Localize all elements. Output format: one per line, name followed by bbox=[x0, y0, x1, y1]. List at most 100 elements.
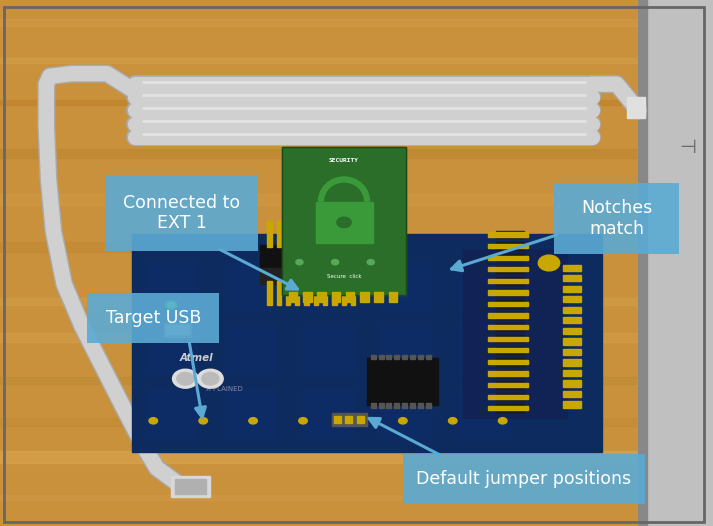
Bar bbox=[0, 241, 713, 252]
Bar bbox=[563, 265, 581, 271]
Bar bbox=[488, 290, 528, 295]
Bar bbox=[351, 281, 355, 305]
Bar bbox=[0, 377, 713, 384]
Bar bbox=[351, 221, 355, 247]
Bar bbox=[563, 401, 581, 408]
Bar bbox=[379, 355, 384, 359]
Bar bbox=[166, 325, 189, 334]
Circle shape bbox=[173, 369, 198, 388]
Circle shape bbox=[198, 369, 223, 388]
Bar bbox=[496, 323, 524, 331]
Bar bbox=[371, 403, 376, 408]
Bar bbox=[496, 242, 524, 250]
Text: Secure  click: Secure click bbox=[327, 275, 361, 279]
Bar bbox=[342, 221, 346, 247]
Bar bbox=[282, 147, 406, 295]
Bar bbox=[0, 19, 713, 26]
Bar bbox=[303, 292, 312, 302]
Circle shape bbox=[202, 372, 219, 385]
Text: Target USB: Target USB bbox=[106, 309, 201, 327]
Bar bbox=[367, 358, 438, 405]
Bar bbox=[175, 479, 206, 494]
Bar bbox=[381, 389, 431, 437]
Bar bbox=[488, 279, 528, 283]
Bar bbox=[463, 250, 567, 418]
Bar bbox=[0, 451, 713, 463]
Text: Atmel: Atmel bbox=[179, 352, 213, 363]
Bar bbox=[496, 266, 524, 273]
Bar bbox=[332, 221, 337, 247]
Bar bbox=[225, 326, 275, 373]
Bar bbox=[314, 221, 318, 247]
Bar bbox=[0, 100, 713, 105]
Bar bbox=[225, 389, 275, 437]
Bar bbox=[638, 0, 647, 526]
Bar bbox=[332, 413, 367, 426]
Bar bbox=[410, 403, 415, 408]
Bar bbox=[0, 495, 713, 500]
Bar bbox=[496, 370, 524, 377]
Bar bbox=[356, 416, 364, 423]
Bar bbox=[496, 231, 524, 238]
Bar bbox=[563, 370, 581, 376]
FancyBboxPatch shape bbox=[403, 453, 645, 504]
Bar bbox=[389, 292, 397, 302]
Bar bbox=[488, 406, 528, 410]
Bar bbox=[267, 281, 272, 305]
Bar bbox=[260, 245, 364, 268]
Bar bbox=[418, 403, 423, 408]
Bar bbox=[460, 263, 510, 310]
Bar bbox=[304, 221, 309, 247]
Bar bbox=[488, 325, 528, 329]
Bar bbox=[488, 244, 528, 248]
Circle shape bbox=[199, 418, 207, 424]
Bar bbox=[146, 263, 196, 310]
Bar bbox=[164, 323, 191, 337]
Bar bbox=[496, 289, 524, 296]
Circle shape bbox=[177, 372, 194, 385]
Bar bbox=[304, 281, 309, 305]
Circle shape bbox=[149, 418, 158, 424]
FancyBboxPatch shape bbox=[106, 175, 259, 251]
Bar bbox=[496, 393, 524, 400]
Bar bbox=[277, 221, 281, 247]
Bar bbox=[488, 383, 528, 387]
Bar bbox=[402, 403, 407, 408]
Bar bbox=[488, 348, 528, 352]
Bar bbox=[488, 302, 528, 306]
Text: X PLAINED: X PLAINED bbox=[206, 386, 243, 392]
Bar bbox=[460, 389, 510, 437]
Text: ⊣: ⊣ bbox=[679, 138, 697, 157]
Circle shape bbox=[332, 259, 339, 265]
Bar bbox=[418, 355, 423, 359]
Text: Notches
match: Notches match bbox=[581, 199, 652, 238]
Circle shape bbox=[296, 259, 303, 265]
Bar bbox=[132, 234, 602, 452]
Bar bbox=[496, 358, 524, 366]
Bar bbox=[488, 360, 528, 364]
Circle shape bbox=[337, 217, 352, 228]
Bar bbox=[496, 381, 524, 389]
Bar bbox=[146, 389, 196, 437]
Bar bbox=[303, 263, 353, 310]
Bar bbox=[345, 416, 352, 423]
Circle shape bbox=[165, 301, 177, 309]
Bar bbox=[496, 335, 524, 342]
Text: SECURITY: SECURITY bbox=[329, 158, 359, 163]
Bar bbox=[488, 371, 528, 376]
Bar bbox=[563, 286, 581, 292]
Bar bbox=[277, 281, 281, 305]
Bar bbox=[563, 296, 581, 302]
Circle shape bbox=[448, 418, 457, 424]
Bar bbox=[289, 292, 297, 302]
Bar bbox=[488, 256, 528, 260]
Bar bbox=[332, 292, 340, 302]
Bar bbox=[286, 221, 290, 247]
Text: Connected to
EXT 1: Connected to EXT 1 bbox=[123, 194, 240, 232]
Bar bbox=[563, 328, 581, 334]
Bar bbox=[563, 349, 581, 355]
Bar bbox=[334, 416, 341, 423]
Bar bbox=[394, 355, 399, 359]
Bar bbox=[323, 221, 327, 247]
Circle shape bbox=[349, 418, 357, 424]
